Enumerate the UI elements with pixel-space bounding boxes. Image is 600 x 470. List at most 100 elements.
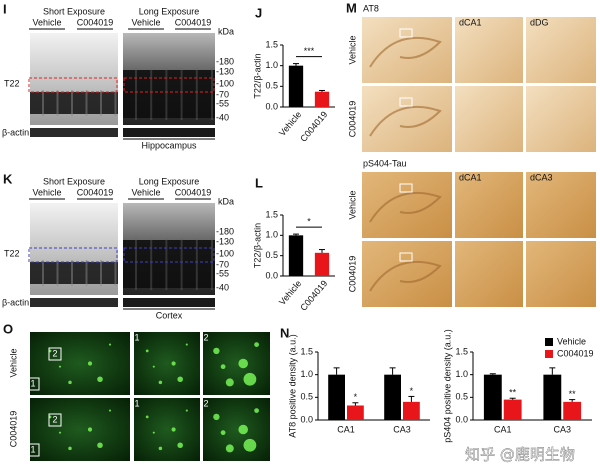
bar — [563, 401, 582, 420]
roi-box — [123, 77, 215, 93]
marker-label: -55 — [216, 98, 229, 108]
panel-label: K — [3, 171, 13, 186]
lane-gap — [165, 68, 168, 120]
bar — [314, 91, 330, 107]
lane-gap — [114, 90, 117, 116]
fluorescent-spot — [254, 408, 259, 413]
y-tick-label: 1.5 — [455, 346, 468, 356]
fluorescent-spot — [145, 415, 149, 419]
ihc-image — [362, 172, 452, 238]
inset-label: 2 — [52, 414, 57, 424]
bar — [314, 252, 330, 276]
y-axis-label: T22/β-actin — [252, 53, 262, 98]
actin-strip — [30, 128, 118, 137]
fluorescent-spot — [177, 376, 183, 383]
fluorescence-image — [203, 398, 270, 461]
marker-label: -40 — [216, 282, 229, 292]
panel-label: J — [255, 5, 262, 20]
tissue-label: Hippocampus — [141, 140, 197, 150]
lane-gap — [85, 260, 88, 286]
y-tick-label: 1.0 — [265, 230, 278, 240]
marker-label: -180 — [216, 56, 234, 66]
y-tick-label: 1.0 — [455, 369, 468, 379]
panel-label: M — [346, 0, 357, 15]
band — [30, 92, 118, 114]
roi-box — [399, 183, 413, 193]
crop-label: dCA1 — [459, 172, 482, 182]
inset-label: 2 — [203, 332, 208, 342]
inset-label: 1 — [134, 332, 139, 342]
ihc-image — [362, 86, 452, 152]
lane-gap — [100, 90, 102, 116]
bar — [347, 405, 364, 420]
inset-box — [26, 443, 40, 457]
lane-gap — [180, 68, 183, 120]
actin-strip — [123, 128, 215, 137]
band-label: T22 — [4, 78, 20, 88]
panel-label: L — [255, 175, 263, 190]
y-axis-label: T22/β-actin — [252, 223, 262, 268]
marker-label: -40 — [216, 112, 229, 122]
fluorescent-spot — [87, 361, 93, 366]
fluorescent-spot — [158, 380, 163, 385]
x-tick-label: Vehicle — [277, 278, 303, 307]
significance: * — [307, 216, 311, 226]
x-tick-label: CA3 — [553, 424, 571, 434]
stain-label: AT8 — [363, 3, 379, 13]
row-label: Vehicle — [347, 35, 357, 64]
bar — [384, 374, 401, 420]
bar — [288, 235, 304, 276]
y-tick-label: 1.0 — [265, 60, 278, 70]
lane-gap — [100, 260, 102, 286]
row-label: C004019 — [347, 101, 357, 138]
x-tick-label: C004019 — [298, 109, 329, 143]
roi-box — [399, 97, 413, 107]
lane-gap — [114, 260, 117, 286]
lane-gap — [135, 68, 137, 120]
y-tick-label: 0.5 — [265, 81, 278, 91]
group-label: Vehicle — [32, 17, 61, 27]
ihc-crop — [526, 17, 596, 83]
ihc-crop — [455, 86, 523, 152]
fluorescent-spot — [220, 430, 226, 436]
bar — [288, 65, 304, 107]
group-label: C004019 — [175, 17, 212, 27]
inset-box — [48, 347, 62, 361]
group-label: C004019 — [77, 17, 114, 27]
legend-label: C004019 — [557, 348, 594, 358]
crop-label: dCA1 — [459, 17, 482, 27]
hippocampus-outline — [369, 191, 442, 223]
fluorescent-spot — [238, 424, 248, 435]
fluorescent-spot — [243, 372, 257, 386]
bar — [543, 374, 562, 420]
y-tick-label: 1.5 — [265, 209, 278, 219]
lane-gap — [150, 68, 153, 120]
row-label: C004019 — [8, 411, 18, 448]
ihc-image — [362, 241, 452, 307]
marker-label: -180 — [216, 226, 234, 236]
x-tick-label: C004019 — [298, 278, 329, 312]
roi-box — [28, 77, 118, 93]
inset-label: 1 — [30, 444, 35, 454]
ihc-crop — [526, 86, 596, 152]
lane-gap — [42, 90, 44, 116]
y-tick-label: 1.5 — [300, 346, 313, 356]
fluorescence-image — [203, 332, 270, 395]
watermark: 知乎 @鹿明生物 — [465, 446, 575, 464]
kda-label: kDa — [218, 26, 234, 36]
y-tick-label: 0.5 — [455, 392, 468, 402]
marker-label: -100 — [216, 78, 234, 88]
panel-label: I — [3, 1, 7, 16]
bar — [483, 374, 502, 420]
ihc-crop — [455, 17, 523, 83]
group-label: Vehicle — [131, 187, 160, 197]
ihc-crop — [526, 172, 596, 238]
y-tick-label: 0.0 — [300, 414, 313, 424]
y-axis-label: pS404 positive density (a.u.) — [442, 329, 452, 443]
hippocampus-outline — [369, 36, 442, 68]
fluorescent-spot — [108, 409, 112, 412]
band — [30, 262, 118, 284]
fluorescent-spot — [97, 442, 103, 449]
fluorescent-spot — [225, 378, 234, 387]
